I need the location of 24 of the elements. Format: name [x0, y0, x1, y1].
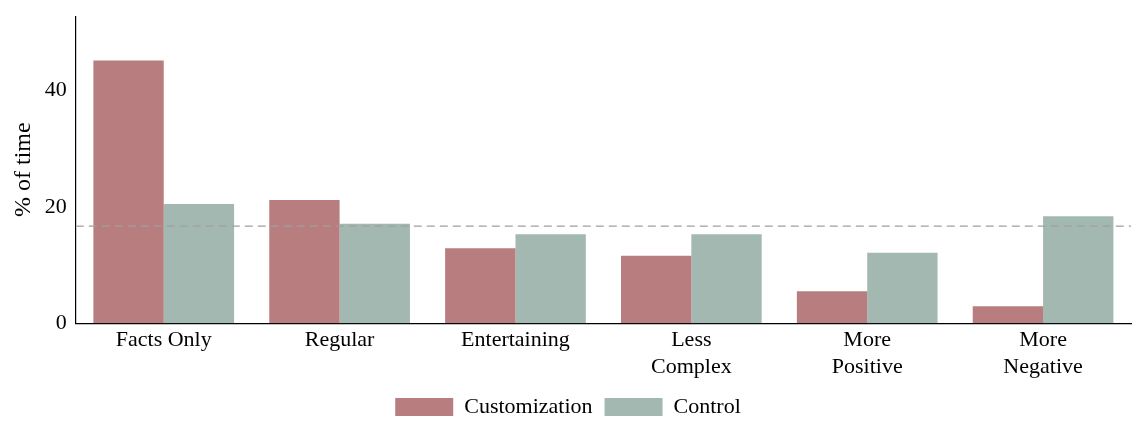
bar — [93, 60, 164, 324]
x-tick-label: Facts Only — [115, 326, 212, 352]
legend-label: Customization — [464, 392, 593, 418]
y-tick-label: 20 — [44, 192, 67, 218]
bar — [163, 204, 235, 324]
bar — [515, 234, 586, 324]
bar — [972, 306, 1044, 324]
x-tick-label: Entertaining — [461, 326, 570, 352]
bar — [691, 234, 762, 324]
bar — [339, 223, 410, 324]
x-tick-label: More Positive — [831, 326, 903, 378]
bar — [269, 199, 340, 324]
bar — [620, 255, 692, 324]
bar — [796, 291, 868, 324]
legend-label: Control — [673, 392, 741, 418]
bar — [445, 248, 516, 324]
y-tick-label: 0 — [55, 308, 67, 334]
bar — [867, 252, 938, 324]
x-tick-label: More Negative — [1003, 326, 1083, 378]
x-tick-label: Regular — [304, 326, 376, 352]
bar — [1043, 216, 1114, 324]
y-axis-title: % of time — [8, 122, 35, 218]
y-tick-label: 40 — [44, 76, 67, 102]
x-tick-label: Less Complex — [651, 326, 732, 378]
